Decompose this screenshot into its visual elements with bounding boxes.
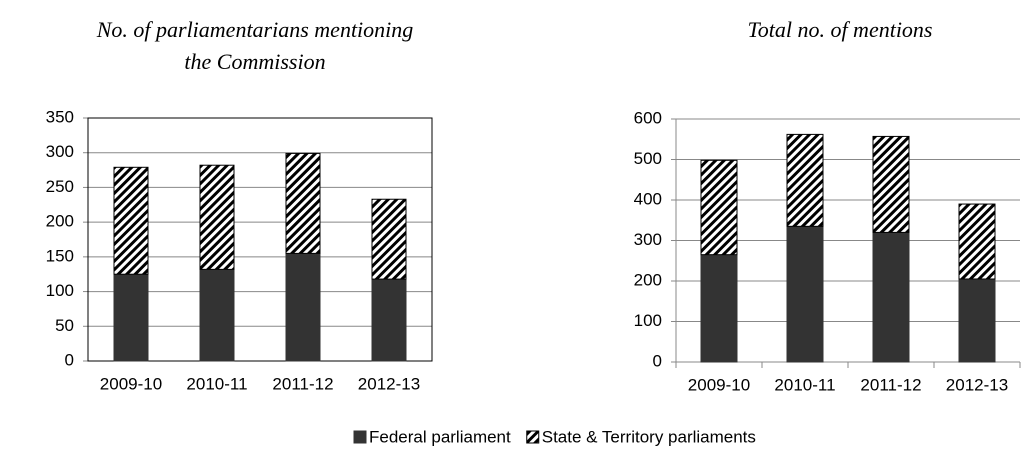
bar-segment bbox=[786, 225, 824, 363]
y-tick-label: 350 bbox=[46, 107, 74, 126]
y-tick-label: 100 bbox=[46, 281, 74, 300]
y-tick-label: 200 bbox=[634, 270, 662, 289]
y-tick-label: 50 bbox=[55, 316, 74, 335]
x-tick-label: 2010-11 bbox=[774, 375, 835, 394]
bar-segment bbox=[285, 252, 321, 362]
x-tick-label: 2009-10 bbox=[100, 374, 162, 393]
y-tick-label: 200 bbox=[46, 212, 74, 231]
y-tick-label: 100 bbox=[634, 311, 662, 330]
bar-segment bbox=[371, 198, 407, 280]
x-tick-label: 2010-11 bbox=[186, 374, 247, 393]
bar-segment bbox=[958, 278, 996, 363]
bar-segment bbox=[872, 135, 910, 233]
x-tick-label: 2012-13 bbox=[358, 374, 420, 393]
bar-segment bbox=[371, 278, 407, 362]
bar-segment bbox=[113, 166, 149, 275]
plot-border bbox=[87, 117, 433, 362]
legend-swatch bbox=[526, 430, 540, 444]
x-tick-label: 2009-10 bbox=[688, 375, 750, 394]
bar-segment bbox=[700, 254, 738, 363]
bar-segment bbox=[285, 152, 321, 254]
bar-segment bbox=[872, 231, 910, 363]
bar-segment bbox=[199, 268, 235, 362]
y-tick-label: 250 bbox=[46, 177, 74, 196]
y-tick-label: 400 bbox=[634, 189, 662, 208]
y-tick-label: 500 bbox=[634, 149, 662, 168]
legend-swatch bbox=[353, 430, 367, 444]
y-tick-label: 600 bbox=[634, 108, 662, 127]
y-tick-label: 0 bbox=[65, 350, 74, 369]
bar-segment bbox=[700, 159, 738, 256]
legend-label: State & Territory parliaments bbox=[542, 427, 756, 446]
chart-title: No. of parliamentarians mentioning the C… bbox=[96, 17, 414, 74]
bar-segment bbox=[113, 273, 149, 362]
y-tick-label: 300 bbox=[634, 230, 662, 249]
y-tick-label: 300 bbox=[46, 142, 74, 161]
chart-title: Total no. of mentions bbox=[747, 17, 933, 42]
y-tick-label: 150 bbox=[46, 246, 74, 265]
bar-segment bbox=[786, 133, 824, 227]
bar-segment bbox=[958, 203, 996, 280]
x-tick-label: 2011-12 bbox=[272, 374, 333, 393]
y-tick-label: 0 bbox=[653, 351, 662, 370]
x-tick-label: 2011-12 bbox=[860, 375, 921, 394]
legend-label: Federal parliament bbox=[369, 427, 511, 446]
bar-segment bbox=[199, 164, 235, 270]
x-tick-label: 2012-13 bbox=[946, 375, 1008, 394]
